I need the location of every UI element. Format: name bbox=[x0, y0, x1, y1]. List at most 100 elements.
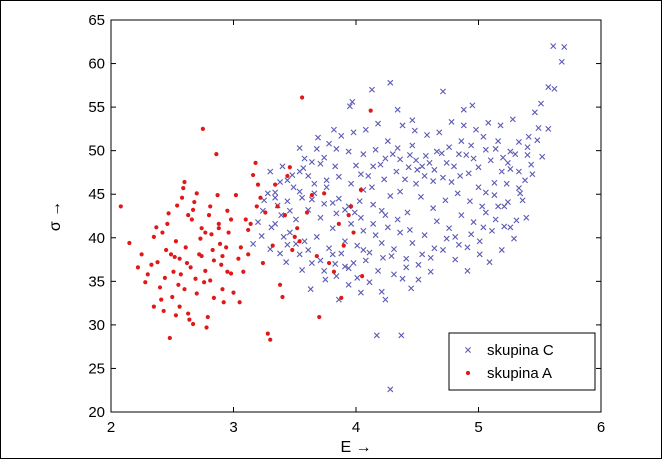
data-point bbox=[403, 264, 410, 271]
data-point bbox=[356, 198, 363, 205]
data-point bbox=[463, 152, 470, 159]
data-point bbox=[166, 211, 171, 216]
data-point bbox=[366, 249, 373, 256]
data-point bbox=[307, 286, 314, 293]
data-point bbox=[515, 168, 522, 175]
data-point bbox=[329, 225, 336, 232]
data-point bbox=[216, 221, 221, 226]
data-point bbox=[282, 213, 288, 218]
data-point bbox=[421, 232, 428, 239]
data-point bbox=[534, 137, 541, 144]
data-point bbox=[382, 212, 389, 219]
x-tick-label: 5 bbox=[474, 419, 482, 436]
data-point bbox=[280, 294, 285, 300]
data-point bbox=[368, 108, 373, 113]
data-point bbox=[228, 217, 234, 222]
data-point bbox=[182, 179, 187, 185]
y-tick-label: 50 bbox=[88, 143, 105, 160]
data-point bbox=[480, 133, 487, 140]
data-point bbox=[455, 151, 462, 158]
data-point bbox=[512, 151, 519, 158]
data-point bbox=[419, 251, 426, 258]
data-point bbox=[246, 252, 251, 257]
data-point bbox=[389, 151, 396, 158]
data-point bbox=[311, 180, 318, 187]
data-point bbox=[317, 160, 324, 167]
y-tick-label: 45 bbox=[88, 186, 105, 203]
data-point bbox=[443, 159, 450, 166]
data-point bbox=[509, 116, 516, 123]
data-point bbox=[206, 213, 212, 218]
legend: skupina C skupina A bbox=[448, 332, 596, 391]
y-tick-label: 65 bbox=[88, 12, 105, 29]
data-point bbox=[326, 245, 333, 252]
data-point bbox=[321, 154, 328, 161]
data-point bbox=[263, 210, 268, 215]
data-point bbox=[296, 168, 303, 175]
data-point bbox=[203, 230, 208, 235]
data-point bbox=[545, 125, 552, 132]
data-point bbox=[237, 300, 242, 305]
data-point bbox=[409, 142, 416, 149]
data-point bbox=[475, 164, 482, 171]
data-point bbox=[167, 335, 172, 341]
data-point bbox=[524, 144, 531, 151]
data-point bbox=[351, 209, 358, 216]
data-point bbox=[473, 126, 480, 133]
data-point bbox=[292, 234, 297, 240]
data-point bbox=[160, 230, 165, 235]
data-point bbox=[182, 287, 187, 292]
data-point bbox=[329, 199, 336, 206]
data-point bbox=[419, 163, 426, 170]
data-point bbox=[188, 265, 193, 270]
data-point bbox=[415, 261, 422, 268]
data-point bbox=[451, 163, 457, 170]
data-point bbox=[397, 229, 404, 236]
data-point bbox=[362, 126, 369, 133]
data-point bbox=[321, 200, 328, 207]
data-point bbox=[322, 191, 327, 196]
data-point bbox=[464, 267, 471, 274]
data-point bbox=[397, 156, 404, 163]
data-point bbox=[248, 221, 253, 226]
data-point bbox=[353, 162, 359, 169]
data-point bbox=[326, 260, 332, 266]
data-point bbox=[145, 272, 150, 277]
data-point bbox=[470, 155, 477, 162]
data-point bbox=[495, 138, 502, 145]
data-point bbox=[204, 325, 209, 330]
data-point bbox=[357, 214, 364, 221]
data-point bbox=[406, 152, 413, 159]
data-point bbox=[464, 244, 471, 251]
data-point bbox=[308, 196, 315, 203]
y-tick-label: 25 bbox=[88, 360, 105, 377]
data-point bbox=[350, 260, 357, 267]
data-point bbox=[329, 251, 336, 258]
x-axis-label: E → bbox=[340, 439, 371, 456]
data-point bbox=[345, 148, 352, 155]
data-point bbox=[430, 178, 437, 185]
data-point bbox=[236, 256, 241, 261]
data-point bbox=[200, 126, 205, 131]
data-point bbox=[528, 161, 535, 168]
data-point bbox=[296, 188, 303, 195]
data-point bbox=[360, 274, 365, 279]
data-point bbox=[277, 250, 284, 257]
data-point bbox=[403, 255, 410, 262]
data-point bbox=[296, 145, 303, 152]
data-point bbox=[246, 227, 251, 233]
data-point bbox=[254, 204, 259, 209]
data-point bbox=[211, 295, 216, 300]
data-point bbox=[350, 129, 357, 136]
data-point bbox=[277, 179, 284, 186]
data-point bbox=[260, 260, 265, 266]
data-point bbox=[297, 239, 302, 244]
data-point bbox=[504, 199, 511, 206]
data-point bbox=[357, 171, 364, 178]
data-point bbox=[219, 262, 224, 267]
data-point bbox=[375, 120, 382, 127]
data-point bbox=[231, 290, 236, 295]
data-point bbox=[233, 192, 239, 198]
data-point bbox=[439, 174, 446, 181]
data-point bbox=[255, 182, 261, 187]
